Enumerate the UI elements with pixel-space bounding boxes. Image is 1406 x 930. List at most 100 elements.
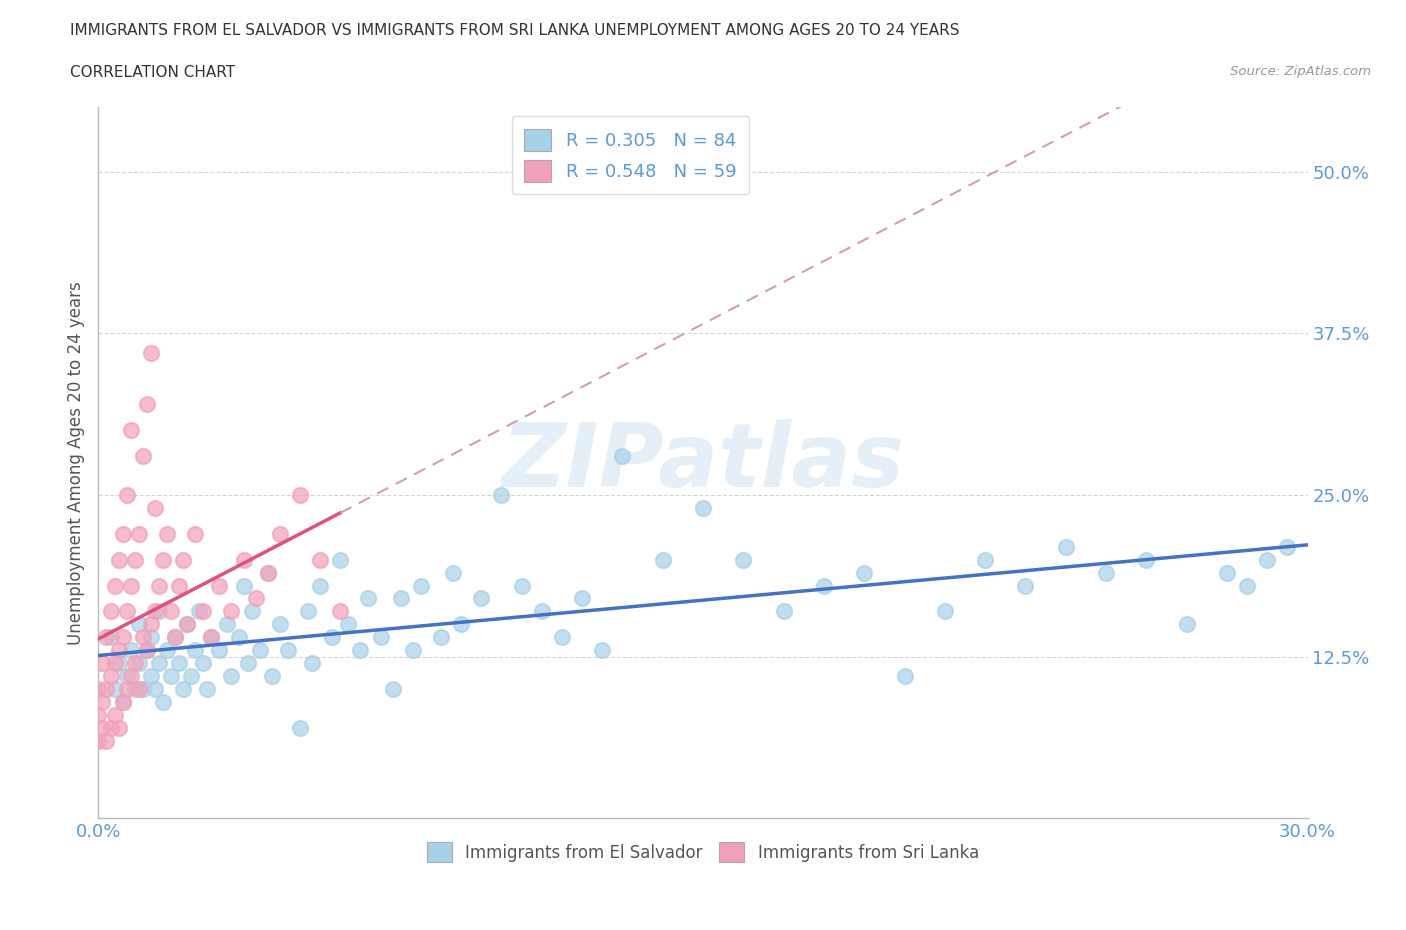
Point xyxy=(91,721,114,736)
Point xyxy=(156,526,179,541)
Point xyxy=(139,617,162,631)
Point xyxy=(160,604,183,618)
Point xyxy=(309,578,332,593)
Point xyxy=(612,449,634,464)
Point xyxy=(139,630,162,644)
Point xyxy=(96,734,118,749)
Point xyxy=(1095,565,1118,580)
Point xyxy=(1014,578,1036,593)
Point xyxy=(87,682,110,697)
Point xyxy=(1175,617,1198,631)
Point xyxy=(124,552,146,567)
Point xyxy=(100,630,122,644)
Point xyxy=(103,578,125,593)
Point xyxy=(934,604,956,618)
Point xyxy=(813,578,835,593)
Point xyxy=(249,643,271,658)
Point xyxy=(115,604,138,618)
Point xyxy=(143,500,166,515)
Point xyxy=(228,630,250,644)
Point xyxy=(160,669,183,684)
Point xyxy=(124,682,146,697)
Point xyxy=(288,721,311,736)
Y-axis label: Unemployment Among Ages 20 to 24 years: Unemployment Among Ages 20 to 24 years xyxy=(66,281,84,644)
Point xyxy=(132,449,155,464)
Point xyxy=(115,487,138,502)
Point xyxy=(103,682,125,697)
Point xyxy=(329,604,352,618)
Point xyxy=(297,604,319,618)
Point xyxy=(115,682,138,697)
Point xyxy=(128,656,150,671)
Text: IMMIGRANTS FROM EL SALVADOR VS IMMIGRANTS FROM SRI LANKA UNEMPLOYMENT AMONG AGES: IMMIGRANTS FROM EL SALVADOR VS IMMIGRANT… xyxy=(70,23,960,38)
Point xyxy=(651,552,673,567)
Legend: Immigrants from El Salvador, Immigrants from Sri Lanka: Immigrants from El Salvador, Immigrants … xyxy=(415,830,991,874)
Point xyxy=(1054,539,1077,554)
Point xyxy=(349,643,371,658)
Point xyxy=(132,682,155,697)
Point xyxy=(551,630,574,644)
Point xyxy=(893,669,915,684)
Point xyxy=(269,526,291,541)
Point xyxy=(309,552,332,567)
Point xyxy=(111,630,134,644)
Point xyxy=(107,643,129,658)
Point xyxy=(115,669,138,684)
Point xyxy=(91,695,114,710)
Point xyxy=(120,669,142,684)
Point xyxy=(139,345,162,360)
Point xyxy=(87,708,110,723)
Point xyxy=(430,630,453,644)
Point xyxy=(100,604,122,618)
Point xyxy=(357,591,380,606)
Point xyxy=(128,682,150,697)
Point xyxy=(1236,578,1258,593)
Point xyxy=(139,669,162,684)
Point xyxy=(167,578,190,593)
Point xyxy=(152,552,174,567)
Point xyxy=(450,617,472,631)
Point xyxy=(100,669,122,684)
Point xyxy=(1256,552,1278,567)
Point xyxy=(491,487,513,502)
Point xyxy=(176,617,198,631)
Point xyxy=(100,721,122,736)
Point xyxy=(200,630,222,644)
Point xyxy=(128,526,150,541)
Point xyxy=(167,656,190,671)
Point xyxy=(470,591,492,606)
Text: CORRELATION CHART: CORRELATION CHART xyxy=(70,65,235,80)
Point xyxy=(381,682,404,697)
Point xyxy=(217,617,239,631)
Point xyxy=(111,526,134,541)
Point xyxy=(208,578,231,593)
Point xyxy=(107,552,129,567)
Point xyxy=(232,578,254,593)
Point xyxy=(176,617,198,631)
Point xyxy=(256,565,278,580)
Point xyxy=(172,552,194,567)
Point xyxy=(184,526,207,541)
Point xyxy=(240,604,263,618)
Text: ZIPatlas: ZIPatlas xyxy=(502,419,904,506)
Point xyxy=(1277,539,1299,554)
Point xyxy=(733,552,755,567)
Point xyxy=(96,630,118,644)
Point xyxy=(260,669,283,684)
Point xyxy=(143,604,166,618)
Point xyxy=(135,643,157,658)
Point xyxy=(329,552,352,567)
Point xyxy=(530,604,553,618)
Point xyxy=(1216,565,1239,580)
Point xyxy=(120,643,142,658)
Point xyxy=(195,682,218,697)
Point xyxy=(103,708,125,723)
Point xyxy=(389,591,412,606)
Point xyxy=(103,656,125,671)
Point xyxy=(692,500,714,515)
Point xyxy=(111,695,134,710)
Point xyxy=(124,656,146,671)
Point xyxy=(236,656,259,671)
Point xyxy=(772,604,794,618)
Point xyxy=(245,591,267,606)
